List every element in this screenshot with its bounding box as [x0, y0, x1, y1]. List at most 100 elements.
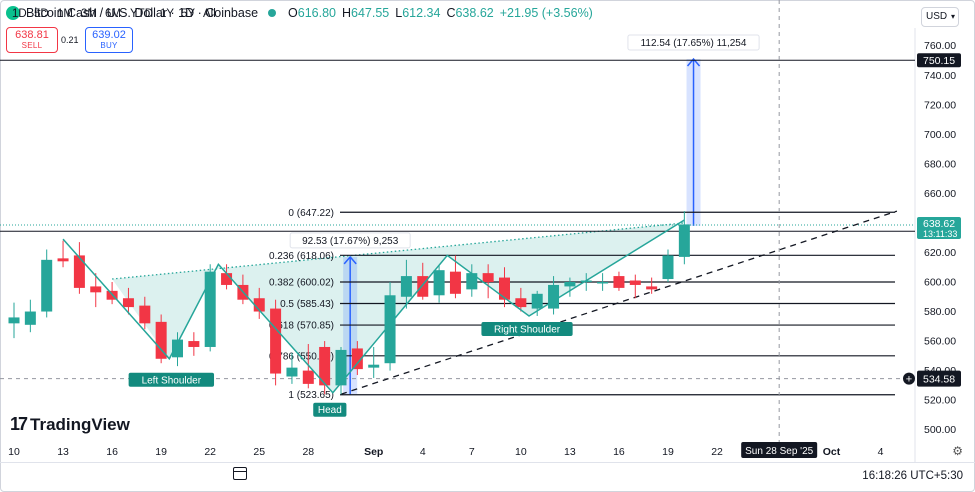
candle-body: [188, 341, 200, 347]
timeframe-1m[interactable]: 1M: [57, 8, 73, 20]
buy-button[interactable]: 639.02 BUY: [85, 27, 133, 53]
fib-label-0.236: 0.236 (618.06): [269, 251, 334, 262]
currency-value: USD: [926, 11, 948, 22]
candle-body: [139, 305, 151, 324]
candle-body: [221, 273, 233, 285]
x-tick-label: 13: [564, 446, 576, 458]
x-tick-label: 19: [662, 446, 674, 458]
candle-body: [8, 317, 20, 324]
measure-arrowhead-0: [343, 255, 357, 265]
y-tick-label: 620.00: [924, 247, 956, 259]
timeframe-5d[interactable]: 5D: [34, 8, 49, 20]
candle-body: [417, 276, 429, 297]
x-tick-label: 25: [253, 446, 265, 458]
tradingview-logo[interactable]: 17 TradingView: [10, 414, 130, 435]
candle-body: [204, 271, 216, 347]
candle-body: [319, 346, 331, 386]
open-label: O: [288, 6, 298, 20]
candle-body: [57, 258, 69, 262]
candle-body: [515, 298, 527, 308]
fib-label-0.618: 0.618 (570.85): [269, 321, 334, 332]
candle-body: [531, 293, 543, 309]
candle-body: [499, 277, 510, 300]
add-alert-plus-icon: [903, 372, 915, 385]
currency-select[interactable]: USD ▾: [921, 7, 959, 27]
y-tick-label: 760.00: [924, 40, 956, 52]
open-value: 616.80: [297, 6, 336, 20]
candle-body: [172, 339, 183, 358]
candle-body: [564, 281, 576, 287]
plus-icon: +: [906, 374, 912, 386]
fib-label-1: 1 (523.65): [288, 390, 334, 401]
candle-body: [629, 280, 641, 285]
candle-body: [24, 311, 36, 325]
candle-body: [41, 259, 53, 312]
timeframe-6m[interactable]: 6M: [105, 8, 121, 20]
timeframe-1d[interactable]: 1D: [12, 8, 27, 20]
measure-label-0: 92.53 (17.67%) 9,253: [302, 236, 399, 247]
candle-body: [122, 298, 134, 308]
crosshair-price-value: 534.58: [923, 374, 955, 386]
candle-body: [613, 276, 625, 288]
y-tick-label: 660.00: [924, 188, 956, 200]
measure-label-bg-1: [627, 34, 760, 51]
candle-body: [90, 286, 102, 293]
candle-body: [400, 276, 412, 297]
timeframe-all[interactable]: All: [203, 8, 216, 20]
utc-clock[interactable]: 16:18:26 UTC+5:30: [862, 470, 963, 482]
crosshair-price-tag: [917, 370, 961, 387]
candle-body: [335, 349, 347, 386]
x-tick-label: 10: [8, 446, 20, 458]
market-status-icon: [268, 9, 277, 17]
symbol-header: Bitcoin Cash / U.S. Dollar · 1D · Coinba…: [6, 6, 593, 20]
x-tick-label: 4: [878, 446, 884, 458]
close-value: 638.62: [455, 6, 494, 20]
horizontal-line-tag-0: [917, 53, 961, 68]
candle-body: [286, 367, 298, 377]
gear-icon[interactable]: ⚙: [952, 444, 963, 458]
candle-body: [678, 224, 690, 257]
last-price-value: 638.62: [923, 218, 955, 230]
y-tick-label: 720.00: [924, 99, 956, 111]
timeframe-1y[interactable]: 1Y: [160, 8, 175, 20]
x-tick-label: 28: [302, 446, 314, 458]
x-tick-label: 16: [613, 446, 625, 458]
candle-body: [270, 308, 282, 374]
x-tick-label: 19: [155, 446, 167, 458]
change-value: +21.95 (+3.56%): [499, 6, 593, 20]
timeframe-5y[interactable]: 5Y: [181, 8, 196, 20]
candle-body: [482, 273, 494, 282]
candle-body: [466, 273, 478, 290]
x-tick-label: 7: [469, 446, 475, 458]
y-tick-label: 680.00: [924, 158, 956, 170]
candle-body: [73, 255, 85, 288]
fib-label-0.5: 0.5 (585.43): [280, 299, 334, 310]
timeframe-ytd[interactable]: YTD: [130, 8, 153, 20]
symbol-title[interactable]: Bitcoin Cash / U.S. Dollar · 1D · Coinba…: [26, 6, 259, 20]
calendar-goto-date-icon[interactable]: [233, 467, 247, 480]
chevron-down-icon: ▾: [950, 12, 955, 21]
left-shoulder-label-bg: [128, 372, 215, 387]
bar-countdown: 13:11:33: [923, 229, 957, 239]
low-label: L: [395, 6, 403, 20]
x-tick-label: 10: [515, 446, 527, 458]
close-label: C: [446, 6, 456, 20]
candle-body: [597, 281, 609, 284]
y-tick-label: 700.00: [924, 129, 956, 141]
pattern-outline: [62, 219, 685, 394]
right-shoulder-label-bg: [481, 321, 573, 336]
x-tick-label: 4: [420, 446, 426, 458]
candle-body: [368, 364, 380, 368]
y-tick-label: 500.00: [924, 424, 956, 436]
timeframe-3m[interactable]: 3M: [81, 8, 97, 20]
high-value: 647.55: [351, 6, 390, 20]
measure-label-bg-0: [289, 232, 411, 249]
fib-label-0.382: 0.382 (600.02): [269, 277, 334, 288]
right-shoulder-label: Right Shoulder: [494, 324, 561, 335]
crosshair-date-value: Sun 28 Sep '25: [745, 446, 814, 457]
sell-button[interactable]: 638.81 SELL: [6, 27, 58, 53]
buy-price: 639.02: [92, 29, 126, 41]
y-tick-label: 580.00: [924, 306, 956, 318]
candle-body: [384, 295, 396, 364]
